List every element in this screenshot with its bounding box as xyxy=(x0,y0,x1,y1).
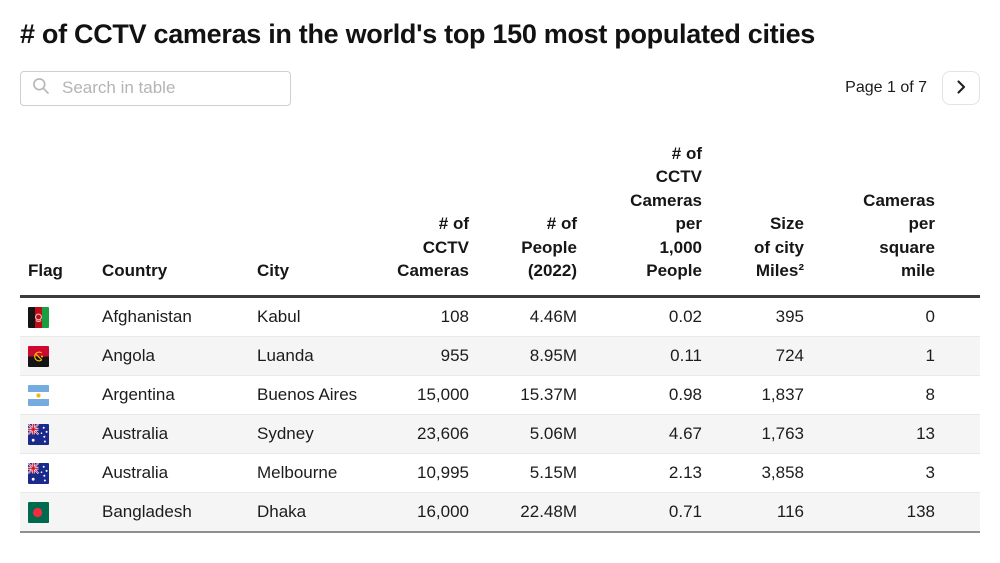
flag-cell xyxy=(20,492,102,532)
cameras-per-sq-mile-cell: 13 xyxy=(916,423,935,443)
city-size-cell: 116 xyxy=(776,501,804,521)
cameras-cell: 15,000 xyxy=(417,384,469,404)
chevron-right-icon xyxy=(950,76,972,101)
page-title: # of CCTV cameras in the world's top 150… xyxy=(20,19,815,49)
cameras-per-sq-mile-cell: 3 xyxy=(925,462,935,482)
cameras-cell: 16,000 xyxy=(417,501,469,521)
cameras-per-sq-mile-cell: 0 xyxy=(925,306,935,326)
flag-cell xyxy=(20,453,102,492)
column-header-country: Country xyxy=(102,141,257,298)
country-cell: Argentina xyxy=(102,384,175,404)
table-header: Flag Country City # of CCTV Cameras # of… xyxy=(20,141,980,298)
city-size-cell: 395 xyxy=(775,306,804,326)
city-cell: Luanda xyxy=(257,345,314,365)
people-cell: 4.46M xyxy=(529,306,577,326)
cameras-per-1000-cell: 0.11 xyxy=(670,345,702,365)
search-box[interactable] xyxy=(20,70,291,106)
country-cell: Bangladesh xyxy=(102,501,192,521)
column-header-city: City xyxy=(257,141,369,298)
table-row: Bangladesh Dhaka 16,000 22.48M 0.71 116 … xyxy=(20,492,980,532)
flag-cell xyxy=(20,414,102,453)
column-header-city-size: Size of city Miles² xyxy=(702,141,804,298)
column-header-flag: Flag xyxy=(20,141,102,298)
flag-cell xyxy=(20,375,102,414)
table-body: Afghanistan Kabul 108 4.46M 0.02 395 0 A… xyxy=(20,296,980,532)
city-size-cell: 1,837 xyxy=(761,384,804,404)
people-cell: 22.48M xyxy=(520,501,577,521)
argentina-flag-icon xyxy=(28,384,49,406)
country-cell: Australia xyxy=(102,423,169,443)
cameras-cell: 955 xyxy=(440,345,469,365)
afghanistan-flag-icon xyxy=(28,306,49,328)
table-row: Australia Melbourne 10,995 5.15M 2.13 3,… xyxy=(20,453,980,492)
cameras-per-1000-cell: 0.98 xyxy=(668,384,702,404)
next-page-button[interactable] xyxy=(942,71,980,106)
australia-flag-icon xyxy=(28,462,49,484)
column-header-cameras-per-sq-mile: Cameras per square mile xyxy=(804,141,980,298)
cameras-cell: 10,995 xyxy=(417,462,469,482)
cctv-table: Flag Country City # of CCTV Cameras # of… xyxy=(20,141,980,533)
cameras-per-1000-cell: 0.71 xyxy=(668,501,702,521)
people-cell: 5.06M xyxy=(529,423,577,443)
cameras-cell: 108 xyxy=(440,306,469,326)
table-row: Australia Sydney 23,606 5.06M 4.67 1,763… xyxy=(20,414,980,454)
cameras-per-1000-cell: 0.02 xyxy=(668,306,702,326)
cameras-per-sq-mile-cell: 1 xyxy=(925,345,935,365)
table-row: Argentina Buenos Aires 15,000 15.37M 0.9… xyxy=(20,375,980,414)
city-cell: Buenos Aires xyxy=(257,384,358,404)
australia-flag-icon xyxy=(28,423,49,445)
flag-cell xyxy=(20,296,102,336)
column-header-cctv-cameras: # of CCTV Cameras xyxy=(369,141,469,298)
country-cell: Afghanistan xyxy=(102,306,192,326)
cameras-per-1000-cell: 2.13 xyxy=(668,462,702,482)
page: # of CCTV cameras in the world's top 150… xyxy=(20,19,980,533)
toolbar: Page 1 of 7 xyxy=(20,70,980,106)
city-size-cell: 3,858 xyxy=(761,462,804,482)
country-cell: Angola xyxy=(102,345,155,365)
city-cell: Kabul xyxy=(257,306,301,326)
table-row: Angola Luanda 955 8.95M 0.11 724 1 xyxy=(20,336,980,376)
column-header-people-2022: # of People (2022) xyxy=(469,141,577,298)
cameras-per-1000-cell: 4.67 xyxy=(668,423,702,443)
people-cell: 8.95M xyxy=(529,345,577,365)
city-size-cell: 1,763 xyxy=(761,423,804,443)
country-cell: Australia xyxy=(102,462,169,482)
search-input[interactable] xyxy=(60,77,280,100)
city-cell: Dhaka xyxy=(257,501,307,521)
people-cell: 15.37M xyxy=(520,384,577,404)
cameras-per-sq-mile-cell: 8 xyxy=(925,384,935,404)
cameras-cell: 23,606 xyxy=(417,423,469,443)
city-cell: Melbourne xyxy=(257,462,338,482)
city-cell: Sydney xyxy=(257,423,314,443)
angola-flag-icon xyxy=(28,345,49,367)
bangladesh-flag-icon xyxy=(28,501,49,523)
city-size-cell: 724 xyxy=(775,345,804,365)
flag-cell xyxy=(20,336,102,375)
search-icon xyxy=(31,76,51,101)
page-indicator: Page 1 of 7 xyxy=(845,79,927,97)
pagination: Page 1 of 7 xyxy=(845,71,980,106)
column-header-cameras-per-1000: # of CCTV Cameras per 1,000 People xyxy=(577,141,702,298)
table-row: Afghanistan Kabul 108 4.46M 0.02 395 0 xyxy=(20,296,980,336)
people-cell: 5.15M xyxy=(529,462,577,482)
cameras-per-sq-mile-cell: 138 xyxy=(906,501,935,521)
